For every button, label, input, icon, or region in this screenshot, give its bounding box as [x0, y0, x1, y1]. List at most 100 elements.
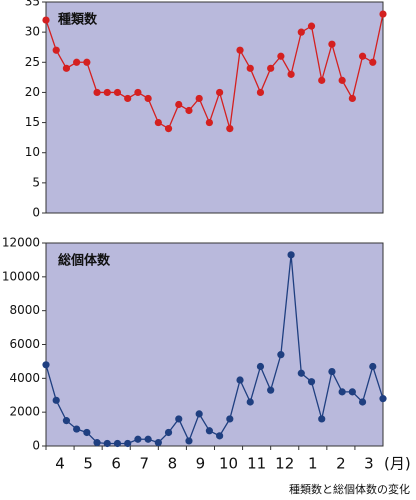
- point: [379, 10, 387, 18]
- point: [338, 388, 346, 396]
- point: [307, 378, 316, 386]
- y-tick-label: 6000: [9, 337, 40, 351]
- point: [358, 52, 367, 60]
- point: [277, 52, 285, 60]
- y-tick-label: 5: [32, 175, 40, 189]
- point: [83, 58, 91, 66]
- y-tick-label: 8000: [9, 303, 40, 317]
- point: [216, 432, 224, 440]
- y-tick-label: 0: [32, 439, 40, 453]
- point: [195, 410, 203, 418]
- point: [124, 439, 132, 448]
- point: [73, 58, 81, 66]
- point: [113, 439, 122, 448]
- point: [42, 361, 50, 369]
- point: [318, 415, 326, 423]
- point: [205, 427, 213, 435]
- point: [236, 376, 244, 384]
- y-tick-label: 4000: [9, 371, 40, 385]
- point: [103, 88, 111, 97]
- point: [164, 428, 173, 437]
- x-tick-label: 6: [111, 455, 121, 473]
- y-tick-label: 20: [25, 85, 40, 99]
- point: [369, 58, 377, 66]
- point: [154, 439, 162, 447]
- point: [93, 88, 101, 97]
- point: [93, 439, 101, 447]
- point: [175, 415, 183, 423]
- point: [205, 118, 213, 127]
- point: [246, 398, 254, 406]
- point: [348, 388, 356, 396]
- x-tick-label: 2: [336, 455, 346, 473]
- point: [42, 16, 50, 24]
- point: [52, 46, 60, 54]
- point: [216, 88, 224, 97]
- y-tick-label: 25: [25, 55, 40, 69]
- point: [185, 106, 193, 115]
- x-tick-label: 1: [308, 455, 318, 473]
- x-tick-label: 4: [55, 455, 65, 473]
- chart-title: 総個体数: [58, 253, 111, 269]
- point: [338, 76, 346, 84]
- x-tick-label: 12: [275, 455, 294, 473]
- point: [256, 362, 265, 371]
- x-tick-label: 5: [83, 455, 93, 473]
- point: [379, 395, 387, 403]
- point: [144, 435, 152, 443]
- point: [124, 94, 132, 103]
- y-tick-label: 2000: [9, 405, 40, 419]
- point: [134, 435, 142, 443]
- x-unit: (月): [384, 455, 411, 473]
- point: [83, 428, 91, 437]
- point: [236, 46, 244, 54]
- point: [297, 369, 305, 377]
- point: [358, 398, 367, 406]
- y-tick-label: 12000: [2, 236, 40, 250]
- point: [287, 251, 295, 259]
- point: [287, 70, 295, 78]
- point: [175, 100, 183, 109]
- x-tick-label: 9: [196, 455, 206, 473]
- point: [164, 125, 173, 133]
- point: [297, 28, 305, 36]
- point: [328, 367, 336, 376]
- line: [45, 13, 384, 130]
- x-tick-label: 11: [247, 455, 266, 473]
- y-tick-label: 35: [25, 0, 40, 9]
- point: [52, 396, 60, 404]
- point: [246, 64, 254, 72]
- point: [62, 417, 71, 425]
- x-tick-label: 3: [364, 455, 374, 473]
- y-tick-label: 10: [25, 145, 40, 159]
- y-tick-label: 30: [25, 25, 40, 39]
- point: [62, 64, 71, 72]
- y-tick-label: 0: [32, 206, 40, 220]
- y-tick-label: 15: [25, 115, 40, 129]
- plot-area: [45, 242, 384, 447]
- caption: 種類数と総個体数の変化: [289, 482, 410, 496]
- point: [185, 437, 193, 445]
- point: [369, 362, 377, 371]
- point: [267, 386, 275, 394]
- point: [348, 94, 356, 103]
- line: [45, 254, 384, 445]
- x-tick-label: 10: [219, 455, 238, 473]
- point: [226, 415, 234, 423]
- point: [144, 94, 152, 103]
- point: [134, 88, 142, 97]
- point: [226, 125, 234, 133]
- x-tick-label: 7: [140, 455, 150, 473]
- point: [328, 40, 336, 48]
- point: [154, 118, 162, 127]
- point: [318, 76, 326, 84]
- point: [195, 94, 203, 103]
- chart-title: 種類数: [58, 12, 98, 28]
- point: [113, 88, 122, 97]
- point: [256, 88, 265, 97]
- point: [73, 425, 81, 433]
- x-tick-label: 8: [168, 455, 178, 473]
- point: [103, 439, 111, 448]
- point: [307, 22, 316, 30]
